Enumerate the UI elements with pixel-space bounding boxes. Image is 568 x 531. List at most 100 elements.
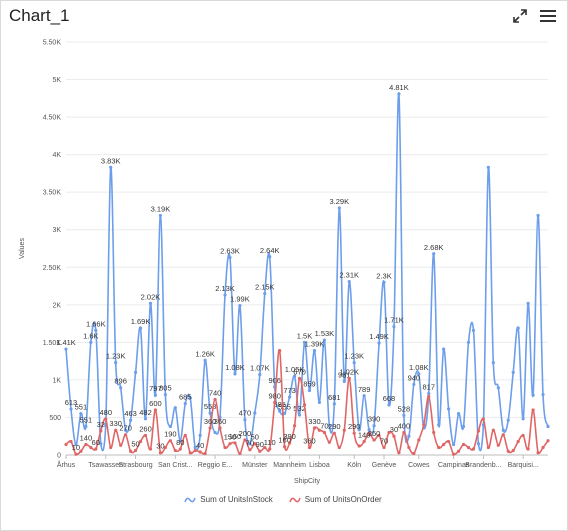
y-tick-label: 500 xyxy=(49,415,61,422)
data-label-order: 400 xyxy=(398,421,411,430)
data-point-order xyxy=(342,428,346,432)
data-label-stock: 1.08K xyxy=(409,363,429,372)
data-point-stock xyxy=(496,386,500,390)
data-point-order xyxy=(148,447,153,451)
data-point-stock xyxy=(64,347,68,351)
data-point-order xyxy=(392,434,396,438)
data-point-stock xyxy=(114,361,118,365)
data-point-stock xyxy=(357,428,361,432)
data-label-stock: 1.53K xyxy=(315,329,335,338)
data-point-order xyxy=(526,447,530,451)
data-label-order: 190 xyxy=(164,430,177,439)
data-point-order xyxy=(173,448,177,453)
data-point-order xyxy=(367,431,371,435)
data-point-stock xyxy=(536,213,540,218)
data-label-stock: 1.71K xyxy=(384,316,404,325)
data-point-stock xyxy=(516,326,520,330)
legend-item-order[interactable]: Sum of UnitsOnOrder xyxy=(289,495,382,504)
data-label-order: 250 xyxy=(368,429,381,438)
data-point-order xyxy=(312,426,317,430)
data-point-stock xyxy=(372,424,376,428)
data-point-stock xyxy=(342,379,346,383)
data-point-stock xyxy=(511,370,515,374)
data-label-order: 10 xyxy=(72,443,80,452)
data-point-order xyxy=(372,438,376,442)
data-point-stock xyxy=(447,407,451,411)
data-label-stock: 1.66K xyxy=(86,319,106,328)
data-label-stock: 2.63K xyxy=(220,247,240,256)
data-label-stock: 1.23K xyxy=(344,352,364,361)
data-point-order xyxy=(536,451,540,455)
data-point-order xyxy=(253,442,257,446)
data-point-stock xyxy=(288,395,292,399)
data-point-stock xyxy=(442,347,446,351)
data-label-order: 140 xyxy=(358,430,371,439)
data-label-stock: 482 xyxy=(139,408,152,417)
legend-stock-icon xyxy=(184,497,197,502)
data-label-stock: 668 xyxy=(383,394,396,403)
data-label-order: 160 xyxy=(229,432,242,441)
data-point-stock xyxy=(526,301,530,305)
data-label-order: 70 xyxy=(320,421,328,430)
data-point-stock xyxy=(456,412,461,416)
data-label-order: 600 xyxy=(149,399,162,408)
y-tick-label: 3K xyxy=(52,227,61,234)
legend-item-stock[interactable]: Sum of UnitsInStock xyxy=(184,495,273,504)
data-label-stock: 1.39K xyxy=(305,340,325,349)
data-point-order xyxy=(491,428,495,432)
x-tick-label: Münster xyxy=(242,462,268,469)
data-point-stock xyxy=(213,430,217,435)
y-tick-label: 3.50K xyxy=(43,190,62,197)
data-label-order: 200 xyxy=(239,429,252,438)
expand-icon[interactable] xyxy=(511,7,529,25)
data-point-stock xyxy=(402,413,406,417)
data-point-order xyxy=(461,442,466,447)
data-label-order: 260 xyxy=(139,424,152,433)
data-point-order xyxy=(442,442,446,447)
data-label-stock: 859 xyxy=(303,379,316,388)
data-label-order: 670 xyxy=(293,367,306,376)
data-label-order: 390 xyxy=(283,432,296,441)
data-point-stock xyxy=(173,406,177,410)
data-point-order xyxy=(288,441,292,445)
data-point-order xyxy=(337,445,341,450)
data-point-stock xyxy=(471,328,476,332)
data-point-stock xyxy=(69,407,73,411)
data-point-stock xyxy=(292,374,297,378)
data-label-stock: 1.6K xyxy=(83,331,98,340)
x-tick-label: Campinas xyxy=(438,462,470,469)
data-point-order xyxy=(422,423,426,427)
data-point-order xyxy=(64,442,68,447)
data-point-stock xyxy=(148,301,153,305)
data-point-stock xyxy=(258,373,262,377)
data-label-stock: 390 xyxy=(368,415,381,424)
data-point-order xyxy=(531,408,535,412)
data-point-order xyxy=(327,440,331,444)
data-label-order: 30 xyxy=(390,425,398,434)
menu-icon[interactable] xyxy=(539,7,557,25)
data-point-stock xyxy=(153,393,158,397)
chart-toolbar xyxy=(511,7,557,25)
data-label-order: 50 xyxy=(251,433,259,442)
x-tick-label: Köln xyxy=(347,462,361,469)
data-label-stock: 1.08K xyxy=(225,363,245,372)
data-point-order xyxy=(283,445,287,449)
data-point-order xyxy=(153,408,158,412)
data-point-stock xyxy=(491,361,495,365)
data-label-stock: 940 xyxy=(408,373,421,382)
data-point-order xyxy=(447,439,451,444)
data-label-stock: 551 xyxy=(80,415,93,424)
data-label-order: 360 xyxy=(204,417,217,426)
data-label-order: 480 xyxy=(99,408,112,417)
data-point-order xyxy=(402,430,406,435)
data-point-stock xyxy=(486,165,490,170)
y-tick-label: 5.50K xyxy=(43,40,62,47)
data-label-order: 60 xyxy=(92,438,100,447)
data-label-stock: 981 xyxy=(338,370,351,379)
chart-title: Chart_1 xyxy=(9,6,70,25)
data-point-stock xyxy=(248,442,252,446)
data-point-stock xyxy=(337,206,341,210)
data-point-stock xyxy=(74,442,78,447)
data-label-stock: 2.15K xyxy=(255,283,275,292)
data-point-order xyxy=(263,445,267,450)
